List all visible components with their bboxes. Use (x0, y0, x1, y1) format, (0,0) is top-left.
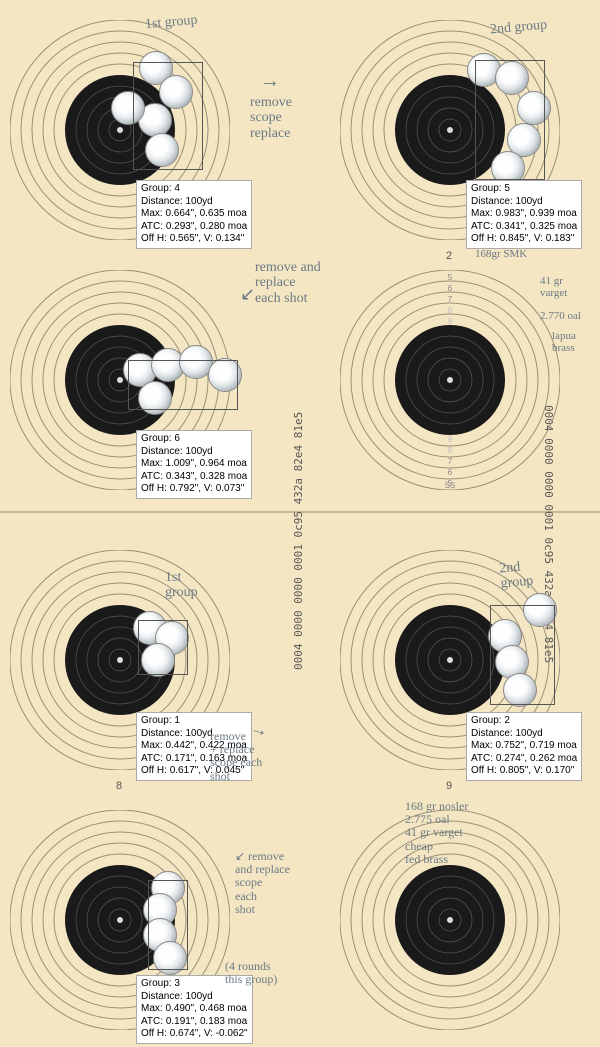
svg-text:8: 8 (448, 446, 453, 455)
target-number: 9 (446, 780, 452, 792)
group-info-line: Off H: 0.805", V: 0.170" (471, 765, 577, 778)
group-info-line: Group: 2 (471, 715, 577, 728)
group-info-line: Off H: 0.674", V: -0.062" (141, 1028, 248, 1041)
group-info-g6: Group: 6Distance: 100ydMax: 1.009", 0.96… (136, 430, 252, 499)
group-info-line: Off H: 0.565", V: 0.134" (141, 233, 247, 246)
group-info-line: Group: 6 (141, 433, 247, 446)
svg-text:6: 6 (448, 468, 453, 477)
group-info-line: Distance: 100yd (471, 728, 577, 741)
group-info-line: Off H: 0.792", V: 0.073" (141, 483, 247, 496)
group-info-line: Distance: 100yd (141, 446, 247, 459)
svg-text:9: 9 (448, 317, 453, 326)
handwritten-note: → (248, 718, 271, 742)
group-bounding-box (490, 605, 555, 705)
group-info-g5: Group: 5Distance: 100ydMax: 0.983", 0.93… (466, 180, 582, 249)
target-t4: 5566778899SS (340, 270, 560, 490)
handwritten-note: 2.770 oal (540, 310, 581, 322)
svg-text:6: 6 (448, 284, 453, 293)
group-info-g4: Group: 4Distance: 100ydMax: 0.664", 0.63… (136, 180, 252, 249)
group-info-line: ATC: 0.191", 0.183 moa (141, 1016, 248, 1029)
group-info-g2: Group: 2Distance: 100ydMax: 0.752", 0.71… (466, 712, 582, 781)
group-info-line: ATC: 0.343", 0.328 moa (141, 471, 247, 484)
handwritten-note: lapua brass (552, 330, 576, 354)
group-info-line: ATC: 0.341", 0.325 moa (471, 221, 577, 234)
group-bounding-box (133, 62, 203, 170)
group-info-line: Group: 5 (471, 183, 577, 196)
svg-text:9: 9 (448, 435, 453, 444)
group-bounding-box (475, 60, 545, 180)
handwritten-note: ↙ remove and replace scope each shot (235, 850, 290, 916)
handwritten-note: 2nd group (499, 559, 534, 593)
target-number: 8 (116, 780, 122, 792)
target-number: 2 (446, 250, 452, 262)
svg-text:7: 7 (448, 457, 453, 466)
handwritten-note: 168 gr nosler 2.775 oal 41 gr varget che… (405, 800, 468, 866)
handwritten-note: 41 gr varget (540, 275, 567, 299)
group-info-line: ATC: 0.293", 0.280 moa (141, 221, 247, 234)
group-info-line: Max: 0.752", 0.719 moa (471, 740, 577, 753)
group-info-line: Off H: 0.845", V: 0.183" (471, 233, 577, 246)
handwritten-note: → (260, 70, 280, 92)
group-bounding-box (138, 620, 188, 675)
handwritten-note: remove scope replace (250, 95, 292, 141)
svg-text:5: 5 (448, 273, 453, 282)
svg-text:8: 8 (448, 306, 453, 315)
group-info-line: Max: 0.664", 0.635 moa (141, 208, 247, 221)
handwritten-note: 1st group (165, 570, 198, 601)
group-info-line: Group: 4 (141, 183, 247, 196)
handwritten-note: remove and replace each shot (255, 260, 321, 306)
handwritten-note: (4 rounds this group) (225, 960, 277, 986)
group-info-line: Max: 0.490", 0.468 moa (141, 1003, 248, 1016)
handwritten-note: ↙ (240, 285, 255, 305)
svg-text:SS: SS (445, 481, 456, 490)
group-bounding-box (128, 360, 238, 410)
group-info-line: Distance: 100yd (471, 196, 577, 209)
group-info-line: Distance: 100yd (141, 196, 247, 209)
group-bounding-box (148, 880, 188, 970)
svg-text:7: 7 (448, 295, 453, 304)
group-info-line: Max: 1.009", 0.964 moa (141, 458, 247, 471)
group-info-line: Distance: 100yd (141, 991, 248, 1004)
group-info-line: Group: 1 (141, 715, 247, 728)
serial-number: 0004 0000 0000 0001 0c95 432a 82e4 81e5 (292, 412, 305, 670)
handwritten-note: 168gr SMK (475, 248, 527, 260)
group-info-line: ATC: 0.274", 0.262 moa (471, 753, 577, 766)
group-info-line: Max: 0.983", 0.939 moa (471, 208, 577, 221)
